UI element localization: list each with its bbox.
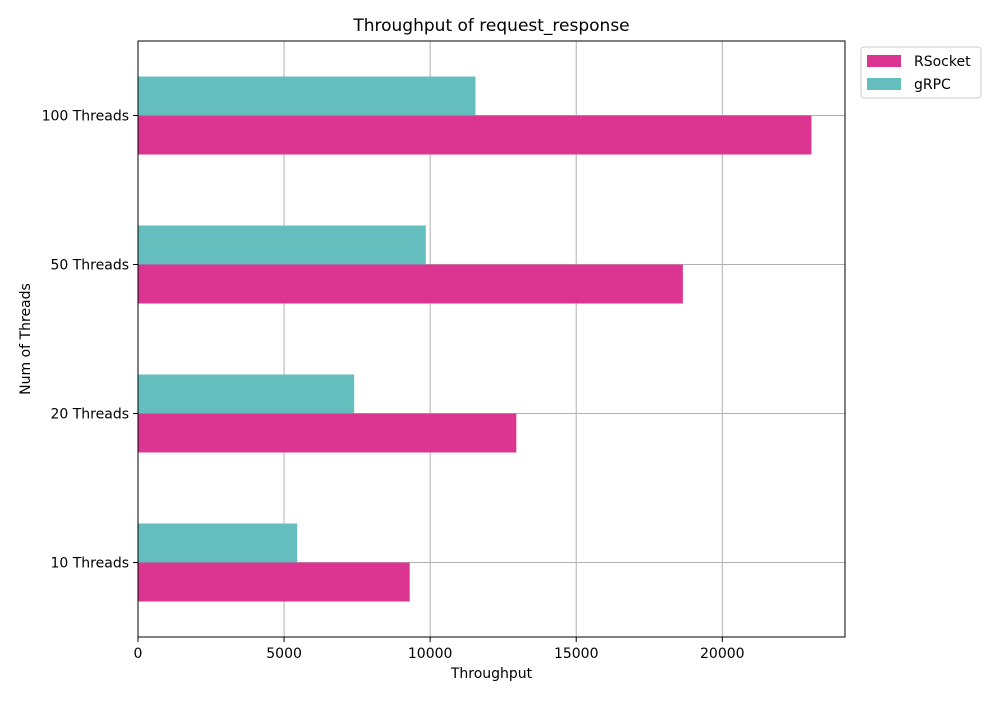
bar-rsocket-50-threads [138,264,683,304]
x-tick-label: 5000 [266,646,302,662]
bar-grpc-20-threads [138,374,355,414]
axes-layer: 0 5000 10000 15000 20000 10 Threads 20 Threads… [42,109,745,663]
bar-grpc-100-threads [138,76,476,116]
legend-label-grpc: gRPC [914,77,951,93]
y-tick-label: 10 Threads [50,556,129,572]
y-axis-label: Num of Threads [18,283,34,395]
x-tick-label: 0 [134,646,143,662]
bar-grpc-10-threads [138,523,298,563]
x-tick-label: 15000 [554,646,599,662]
y-tick-label: 100 Threads [42,109,129,125]
x-tick-label: 20000 [700,646,745,662]
bars-layer [138,76,812,602]
legend-label-rsocket: RSocket [914,54,971,70]
y-tick-label: 20 Threads [50,407,129,423]
bar-rsocket-20-threads [138,413,517,453]
bar-grpc-50-threads [138,225,426,265]
bar-rsocket-100-threads [138,115,812,155]
x-axis-label: Throughput [450,666,533,682]
legend: RSocket gRPC [860,46,982,99]
bar-rsocket-10-threads [138,562,410,602]
legend-swatch-rsocket [867,55,901,67]
plot-frame [137,40,846,638]
legend-swatch-grpc [867,78,901,90]
y-tick-label: 50 Threads [50,258,129,274]
chart-title: Throughput of request_response [352,16,629,36]
x-tick-label: 10000 [408,646,453,662]
